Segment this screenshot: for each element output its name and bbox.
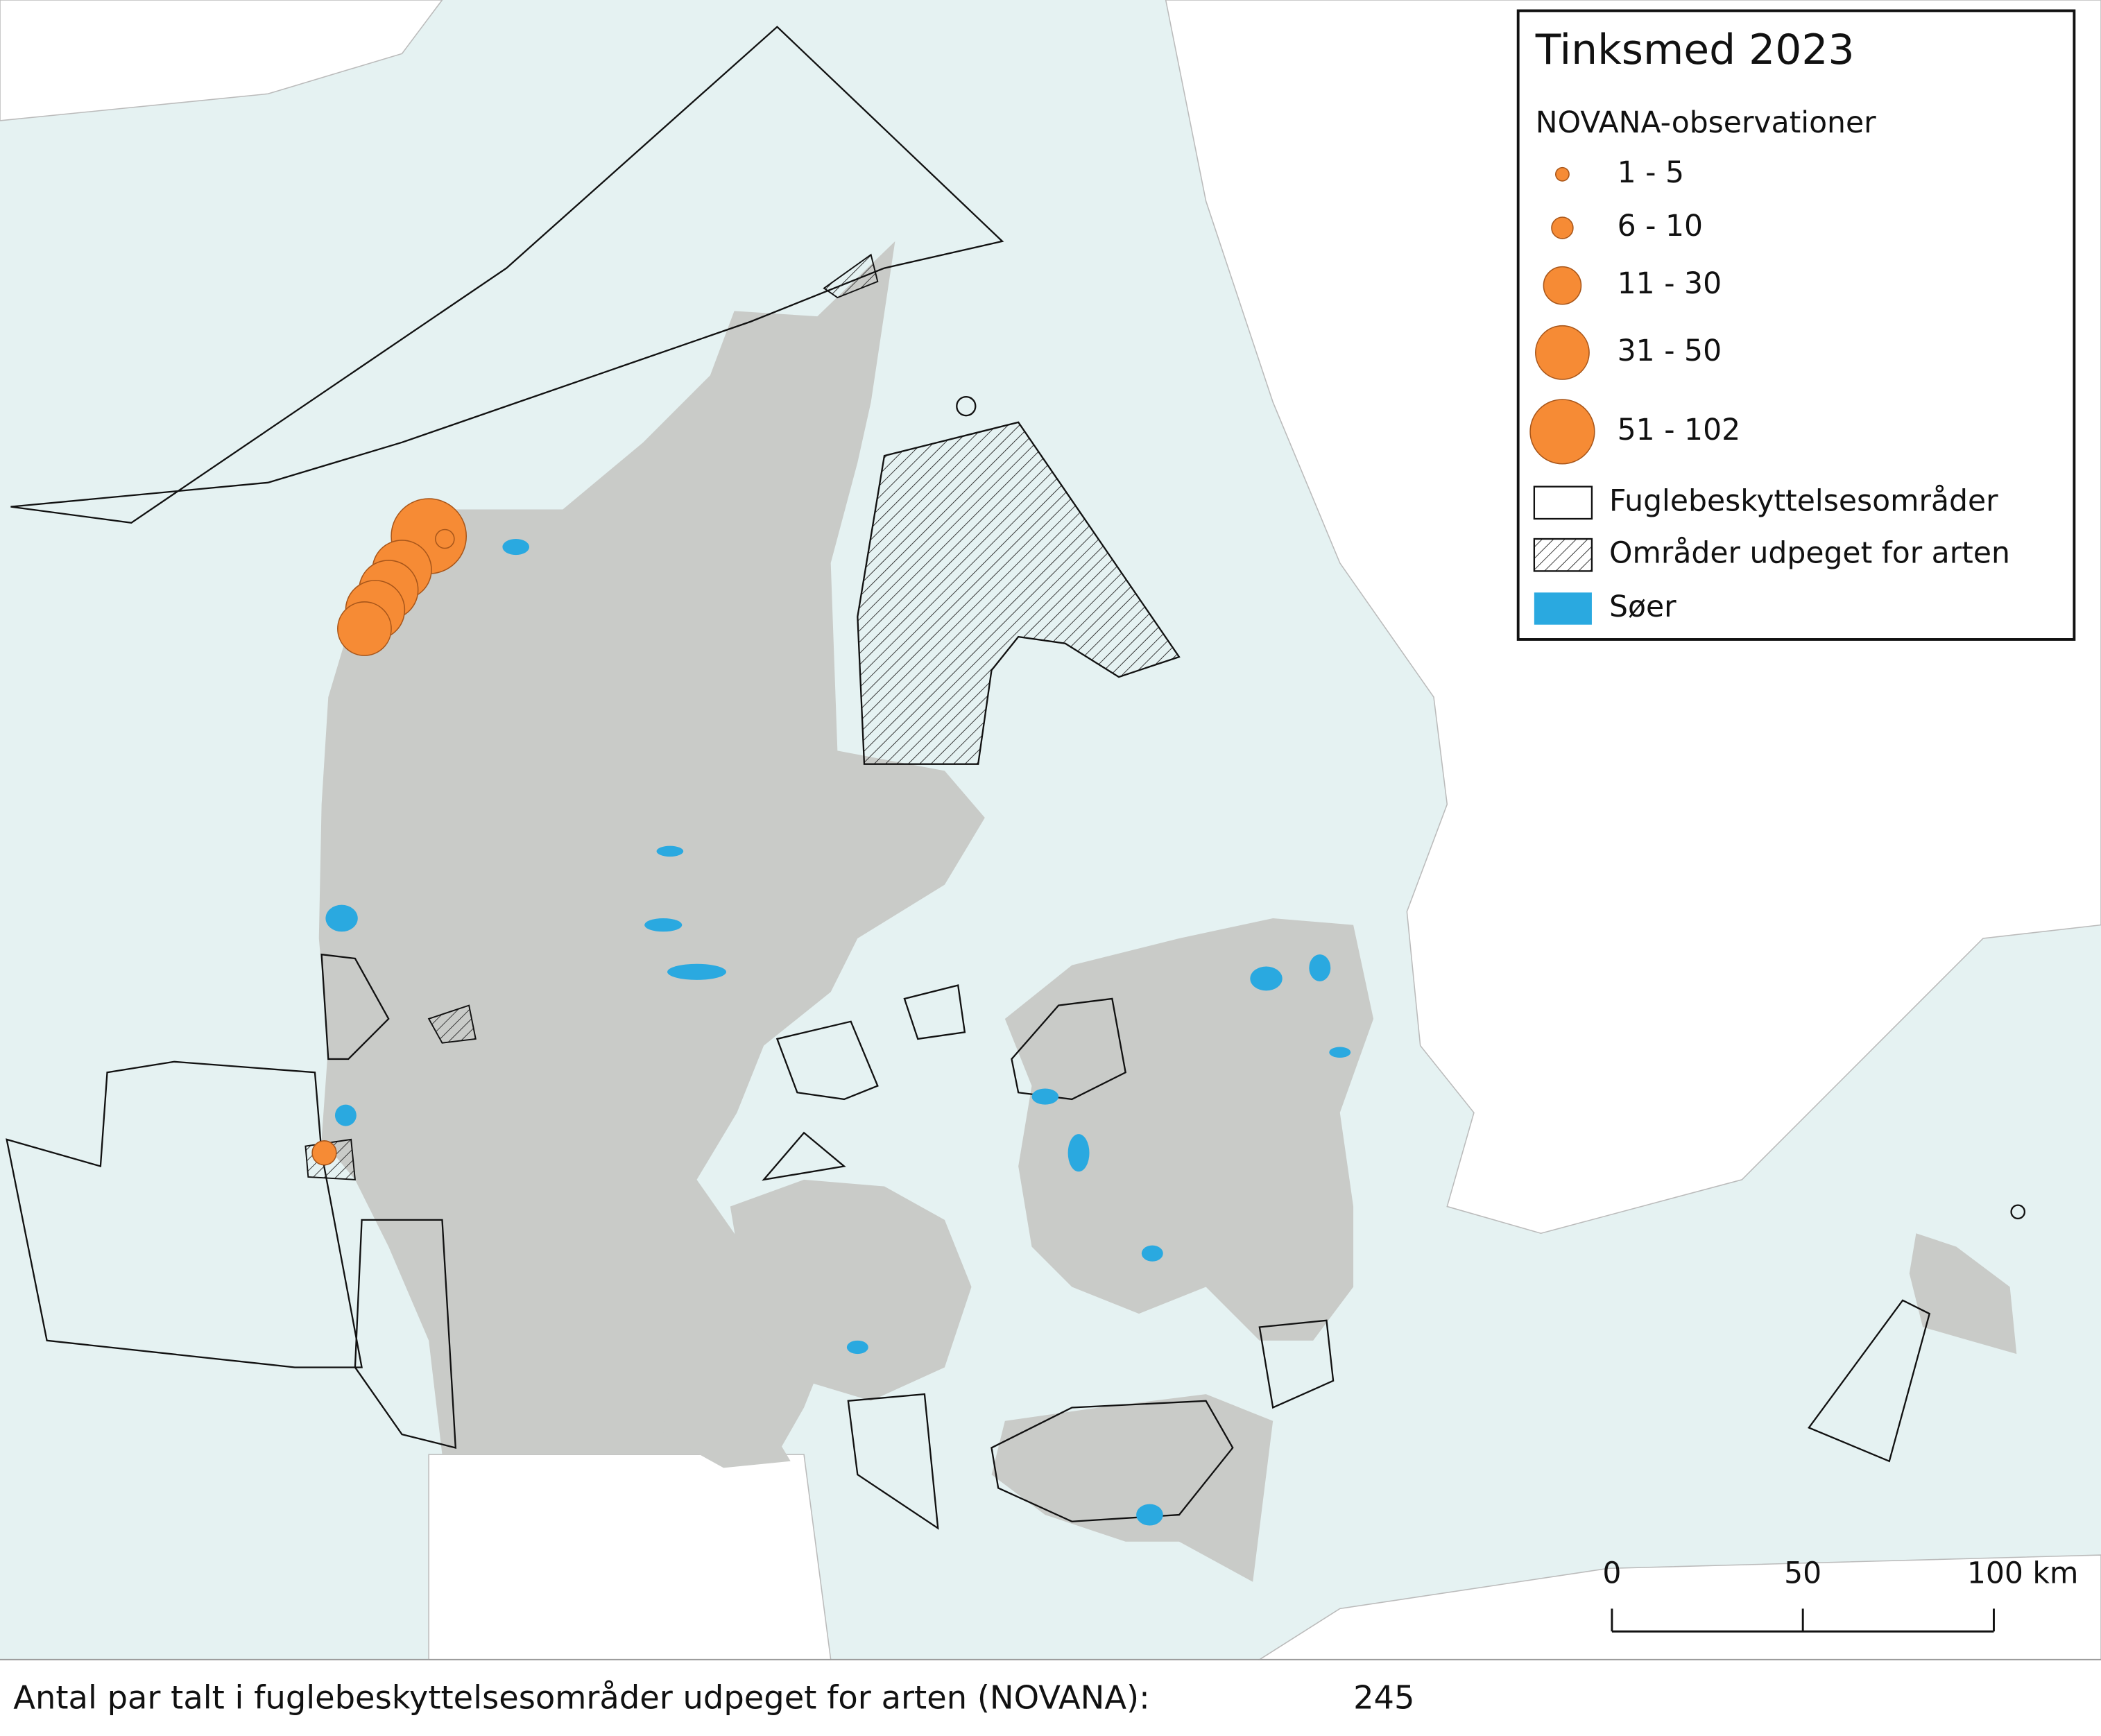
protection-area: [956, 395, 977, 417]
scale-label: 0: [1602, 1557, 1621, 1591]
legend-symbol: [1555, 166, 1570, 182]
lake: [334, 1104, 357, 1126]
protection-area: [10, 26, 1004, 524]
protection-area: [847, 1393, 939, 1530]
protection-area: [1011, 997, 1126, 1101]
lake: [1136, 1504, 1163, 1526]
designated-area: [427, 1004, 477, 1044]
norway: [0, 0, 443, 121]
legend-label: 51 - 102: [1618, 413, 1741, 447]
legend-label: 6 - 10: [1618, 209, 1703, 243]
zealand: [1004, 918, 1374, 1341]
legend: Tinksmed 2023 NOVANA-observationer 1 - 5…: [1516, 9, 2076, 641]
designated-area: [823, 253, 879, 299]
lake: [502, 538, 530, 556]
legend-box: [1516, 9, 2076, 641]
legend-symbol: [1551, 216, 1574, 239]
lake: [644, 918, 683, 932]
lake: [1067, 1134, 1090, 1172]
observation: [435, 528, 455, 549]
scale-label: 50: [1784, 1557, 1821, 1591]
protection-area: [1258, 1319, 1335, 1409]
protection-area: [903, 984, 966, 1040]
protection-area: [762, 1131, 846, 1181]
legend-swatch: [1534, 592, 1592, 625]
protection-area: [320, 953, 390, 1060]
lake: [1031, 1088, 1059, 1105]
protection-area: [354, 1219, 457, 1449]
lake: [656, 845, 684, 857]
protection-area: [2010, 1204, 2026, 1220]
lake: [1141, 1245, 1163, 1262]
protection-area: [1808, 1299, 1931, 1463]
observation: [337, 601, 392, 656]
legend-label: Fuglebeskyttelsesområder: [1609, 484, 1998, 518]
observation: [311, 1140, 337, 1166]
legend-title: Tinksmed 2023: [1535, 26, 1855, 74]
legend-symbol: [1529, 399, 1595, 465]
lake: [1309, 954, 1331, 981]
funen: [730, 1179, 972, 1401]
lake: [1250, 966, 1283, 991]
scale-bar: 0 50 100 km: [1602, 1557, 2079, 1633]
legend-subtitle: NOVANA-observationer: [1536, 106, 1876, 140]
legend-symbol: [1535, 325, 1590, 380]
footer-value: 245: [1353, 1678, 1414, 1716]
legend-symbol: [1543, 266, 1582, 305]
designated-area: [857, 421, 1181, 765]
lake: [1329, 1047, 1351, 1058]
legend-label: 11 - 30: [1618, 267, 1722, 301]
legend-swatch: [1533, 485, 1593, 520]
protection-area: [775, 1020, 879, 1101]
lake: [325, 904, 358, 932]
legend-label: Søer: [1609, 590, 1676, 624]
legend-label: Områder udpeget for arten: [1609, 537, 2010, 571]
legend-label: 1 - 5: [1618, 156, 1684, 190]
lake: [667, 963, 727, 980]
protection-area: [6, 1060, 363, 1368]
legend-label: 31 - 50: [1618, 334, 1722, 368]
lolland-falster: [991, 1394, 1274, 1582]
lake: [846, 1340, 868, 1355]
legend-swatch: [1533, 538, 1593, 572]
footer-label: Antal par talt i fuglebeskyttelsesområde…: [13, 1678, 1149, 1716]
protection-area: [991, 1400, 1234, 1522]
island: [663, 1380, 791, 1468]
bornholm: [1909, 1233, 2017, 1355]
scale-label: 100 km: [1967, 1557, 2079, 1591]
jutland: [318, 241, 985, 1455]
germany: [428, 1454, 832, 1660]
